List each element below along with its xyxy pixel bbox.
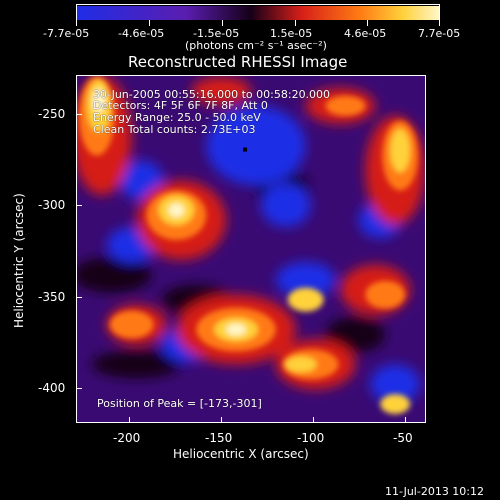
y-axis-label: Heliocentric Y (arcsec): [12, 193, 26, 328]
x-tick-label: -100: [297, 431, 325, 445]
y-tick-label: -300: [38, 198, 66, 212]
y-tick-label: -350: [38, 290, 66, 304]
peak-position-label: Position of Peak = [-173,-301]: [97, 397, 262, 410]
rhessi-image: [77, 76, 425, 422]
info-line-4: Clean Total counts: 2.73E+03: [93, 123, 256, 136]
colorbar-tick-label: -7.7e-05: [43, 27, 90, 40]
colorbar-tick-label: -4.6e-05: [118, 27, 165, 40]
info-line-2: Detectors: 4F 5F 6F 7F 8F, Att 0: [93, 99, 268, 112]
info-line-1: 30-Jun-2005 00:55:16.000 to 00:58:20.000: [93, 88, 331, 101]
x-axis-tick: [405, 417, 406, 423]
colorbar-tick-mark: [76, 20, 77, 26]
x-axis-label: Heliocentric X (arcsec): [173, 447, 309, 461]
colorbar-tick-mark: [367, 20, 368, 26]
colorbar-tick-label: -1.5e-05: [193, 27, 240, 40]
y-axis-tick: [76, 297, 82, 298]
colorbar-tick-label: 1.5e-05: [270, 27, 313, 40]
colorbar-tick-mark: [439, 20, 440, 26]
colorbar-units-label: (photons cm⁻² s⁻¹ asec⁻²): [185, 39, 327, 52]
y-axis-tick: [76, 205, 82, 206]
colorbar-tick-label: 7.7e-05: [418, 27, 461, 40]
x-axis-tick: [313, 417, 314, 423]
colorbar-tick-mark: [222, 20, 223, 26]
colorbar: [76, 4, 440, 20]
x-tick-label: -150: [205, 431, 233, 445]
y-axis-tick: [76, 114, 82, 115]
image-plot-area: 30-Jun-2005 00:55:16.000 to 00:58:20.000…: [76, 75, 426, 423]
x-tick-label: -200: [113, 431, 141, 445]
colorbar-tick-mark: [149, 20, 150, 26]
peak-marker: [243, 147, 248, 152]
footer-timestamp: 11-Jul-2013 10:12: [385, 485, 485, 498]
colorbar-tick-mark: [295, 20, 296, 26]
info-line-3: Energy Range: 25.0 - 50.0 keV: [93, 111, 261, 124]
x-tick-label: -50: [393, 431, 413, 445]
x-axis-tick: [129, 417, 130, 423]
x-axis-tick: [221, 417, 222, 423]
y-tick-label: -250: [38, 107, 66, 121]
y-axis-tick: [76, 388, 82, 389]
colorbar-tick-label: 4.6e-05: [344, 27, 387, 40]
y-tick-label: -400: [38, 381, 66, 395]
colorbar-gradient: [77, 6, 439, 20]
plot-title: Reconstructed RHESSI Image: [128, 53, 348, 71]
